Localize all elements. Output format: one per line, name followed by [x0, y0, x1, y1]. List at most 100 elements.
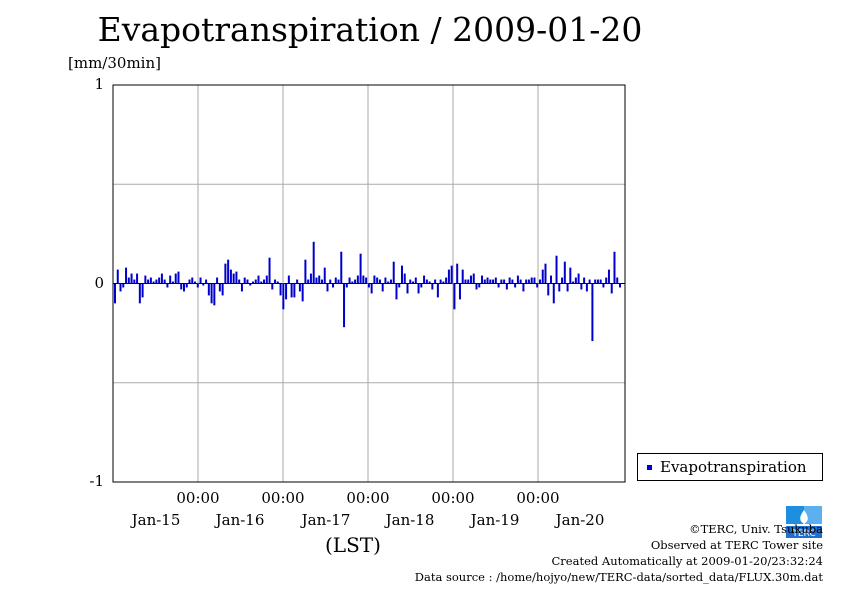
data-bar: [483, 279, 486, 284]
data-bar: [218, 283, 221, 292]
data-bar: [417, 283, 420, 294]
data-bar: [263, 279, 266, 284]
data-bar: [194, 281, 197, 284]
y-tick-label: 1: [94, 75, 104, 93]
logo-text: TERC: [791, 529, 815, 539]
x-tick-date: Jan-17: [301, 511, 351, 529]
data-bar: [469, 275, 472, 284]
data-bar: [519, 279, 522, 284]
data-bar: [552, 283, 555, 304]
credit-line: Data source : /home/hojyo/new/TERC-data/…: [414, 570, 823, 584]
data-bar: [127, 277, 130, 284]
legend-swatch: [647, 465, 652, 470]
data-bar: [423, 275, 426, 284]
data-bar: [447, 269, 450, 284]
data-bar: [122, 283, 125, 288]
data-bar: [541, 269, 544, 284]
data-bar: [561, 277, 564, 284]
x-tick-time: 00:00: [516, 489, 560, 507]
data-bar: [182, 283, 185, 292]
data-bar: [500, 279, 503, 284]
data-bar: [434, 279, 437, 284]
data-bar: [550, 275, 553, 284]
data-bar: [585, 283, 588, 292]
data-bar: [398, 283, 401, 288]
data-bar: [572, 281, 575, 284]
data-bar: [163, 279, 166, 284]
data-bar: [348, 277, 351, 284]
data-bar: [315, 277, 318, 284]
data-bar: [478, 283, 481, 288]
data-bar: [232, 273, 235, 284]
data-bar: [180, 283, 183, 290]
data-bar: [166, 283, 169, 288]
data-bar: [378, 279, 381, 284]
data-bar: [340, 251, 343, 284]
data-bar: [583, 277, 586, 284]
data-bar: [152, 281, 155, 284]
data-bar: [376, 277, 379, 284]
data-bar: [492, 279, 495, 284]
data-bar: [467, 279, 470, 284]
x-tick-time: 00:00: [261, 489, 305, 507]
data-bar: [235, 271, 238, 284]
data-bar: [301, 283, 304, 302]
credits-block: ©TERC, Univ. Tsukuba Observed at TERC To…: [415, 521, 823, 585]
data-bar: [285, 283, 288, 300]
data-bar: [370, 283, 373, 294]
data-bar: [279, 283, 282, 296]
data-bar: [497, 283, 500, 288]
data-bar: [149, 277, 152, 284]
data-bar: [522, 283, 525, 292]
data-bar: [489, 279, 492, 284]
data-bar: [354, 279, 357, 284]
data-bar: [591, 283, 594, 342]
data-bar: [577, 273, 580, 284]
data-bar: [188, 279, 191, 284]
data-bar: [351, 281, 354, 284]
data-bar: [177, 271, 180, 284]
data-bar: [323, 267, 326, 284]
data-bar: [196, 283, 199, 288]
data-bar: [238, 279, 241, 284]
data-bar: [160, 273, 163, 284]
data-bar: [229, 269, 232, 284]
x-tick-date: Jan-18: [385, 511, 435, 529]
data-bar: [409, 279, 412, 284]
data-bar: [202, 283, 205, 286]
data-bar: [296, 279, 299, 284]
data-bar: [450, 265, 453, 284]
data-bar: [274, 279, 277, 284]
data-bar: [527, 279, 530, 284]
data-bar: [596, 279, 599, 284]
data-bar: [420, 283, 423, 288]
data-bar: [533, 277, 536, 284]
data-bar: [602, 283, 605, 288]
data-bar: [309, 273, 312, 284]
x-axis-label: (LST): [325, 533, 381, 557]
data-bar: [387, 281, 390, 284]
data-bar: [138, 283, 141, 304]
data-bar: [511, 279, 514, 284]
data-bar: [224, 263, 227, 284]
y-axis-unit: [mm/30min]: [68, 54, 161, 72]
data-bar: [605, 277, 608, 284]
data-bar: [400, 265, 403, 284]
data-bar: [481, 275, 484, 284]
data-bar: [356, 275, 359, 284]
data-bar: [191, 277, 194, 284]
data-bar: [130, 273, 133, 284]
data-bar: [505, 283, 508, 290]
data-bar: [271, 283, 274, 290]
data-bar: [260, 281, 263, 284]
data-bar: [458, 283, 461, 300]
data-bar: [580, 283, 583, 290]
data-bar: [503, 279, 506, 284]
data-bar: [389, 279, 392, 284]
data-bar: [544, 263, 547, 284]
data-bar: [287, 275, 290, 284]
data-bar: [359, 253, 362, 284]
data-bar: [445, 277, 448, 284]
data-bar: [205, 279, 208, 284]
data-bar: [169, 275, 172, 284]
